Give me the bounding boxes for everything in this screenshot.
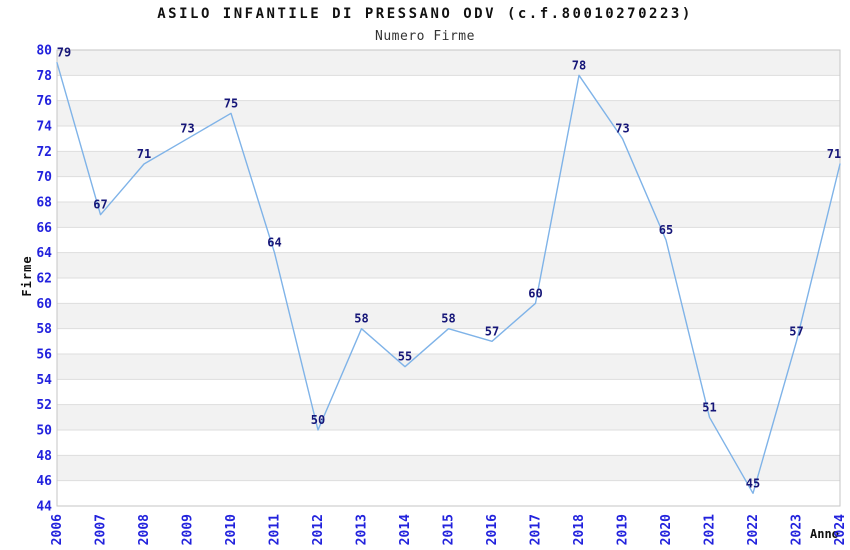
x-tick-label: 2024 [833,514,848,545]
x-tick-label: 2008 [137,514,152,545]
data-point-label: 58 [354,312,368,326]
y-tick-label: 66 [36,221,52,236]
data-point-label: 71 [137,147,151,161]
y-tick-label: 62 [36,272,52,287]
x-tick-label: 2016 [485,514,500,545]
x-tick-label: 2022 [746,514,761,545]
y-tick-label: 54 [36,373,52,388]
x-tick-label: 2013 [355,514,370,545]
data-point-label: 67 [93,198,107,212]
data-point-label: 57 [789,324,803,338]
data-point-label: 58 [441,312,455,326]
y-tick-label: 68 [36,196,52,211]
data-point-label: 78 [572,58,586,72]
y-tick-label: 60 [36,297,52,312]
x-tick-label: 2021 [703,514,718,545]
data-point-label: 73 [180,122,194,136]
y-tick-label: 70 [36,170,52,185]
y-tick-label: 74 [36,120,52,135]
x-axis-title: Anno [810,527,839,541]
x-tick-label: 2010 [224,514,239,545]
x-tick-label: 2023 [790,514,805,545]
grid-band [57,252,840,278]
y-tick-label: 76 [36,94,52,109]
grid-band [57,151,840,177]
y-tick-label: 46 [36,474,52,489]
y-tick-label: 44 [36,500,52,515]
y-tick-label: 50 [36,424,52,439]
chart-title: ASILO INFANTILE DI PRESSANO ODV (c.f.800… [157,6,693,22]
y-tick-label: 52 [36,398,52,413]
y-tick-label: 80 [36,44,52,59]
data-point-label: 75 [224,96,238,110]
data-point-label: 45 [746,476,760,490]
x-tick-label: 2006 [50,514,65,545]
x-tick-label: 2017 [529,514,544,545]
plot-border [56,49,841,507]
y-tick-label: 78 [36,69,52,84]
y-tick-label: 64 [36,246,52,261]
data-point-label: 57 [485,324,499,338]
x-tick-label: 2011 [268,514,283,545]
data-point-label: 73 [615,122,629,136]
y-tick-label: 72 [36,145,52,160]
grid-band [57,303,840,329]
data-point-label: 79 [57,46,71,60]
grid-band [57,202,840,228]
grid-band [57,50,840,76]
y-tick-label: 56 [36,348,52,363]
x-tick-label: 2012 [311,514,326,545]
x-tick-label: 2014 [398,514,413,545]
data-point-label: 55 [398,350,412,364]
x-tick-label: 2020 [659,514,674,545]
data-point-label: 64 [267,236,281,250]
chart-subtitle: Numero Firme [375,29,475,44]
data-point-label: 50 [311,413,325,427]
data-point-label: 71 [827,147,841,161]
grid-band [57,404,840,430]
grid-band [57,354,840,380]
x-tick-label: 2019 [616,514,631,545]
data-point-label: 65 [659,223,673,237]
x-tick-label: 2018 [572,514,587,545]
x-tick-label: 2007 [94,514,109,545]
y-tick-label: 48 [36,449,52,464]
data-line [56,62,841,494]
y-tick-label: 58 [36,322,52,337]
x-tick-label: 2009 [181,514,196,545]
grid-band [57,100,840,126]
data-point-label: 60 [528,286,542,300]
x-tick-label: 2015 [442,514,457,545]
grid-band [57,455,840,481]
data-point-label: 51 [702,400,716,414]
